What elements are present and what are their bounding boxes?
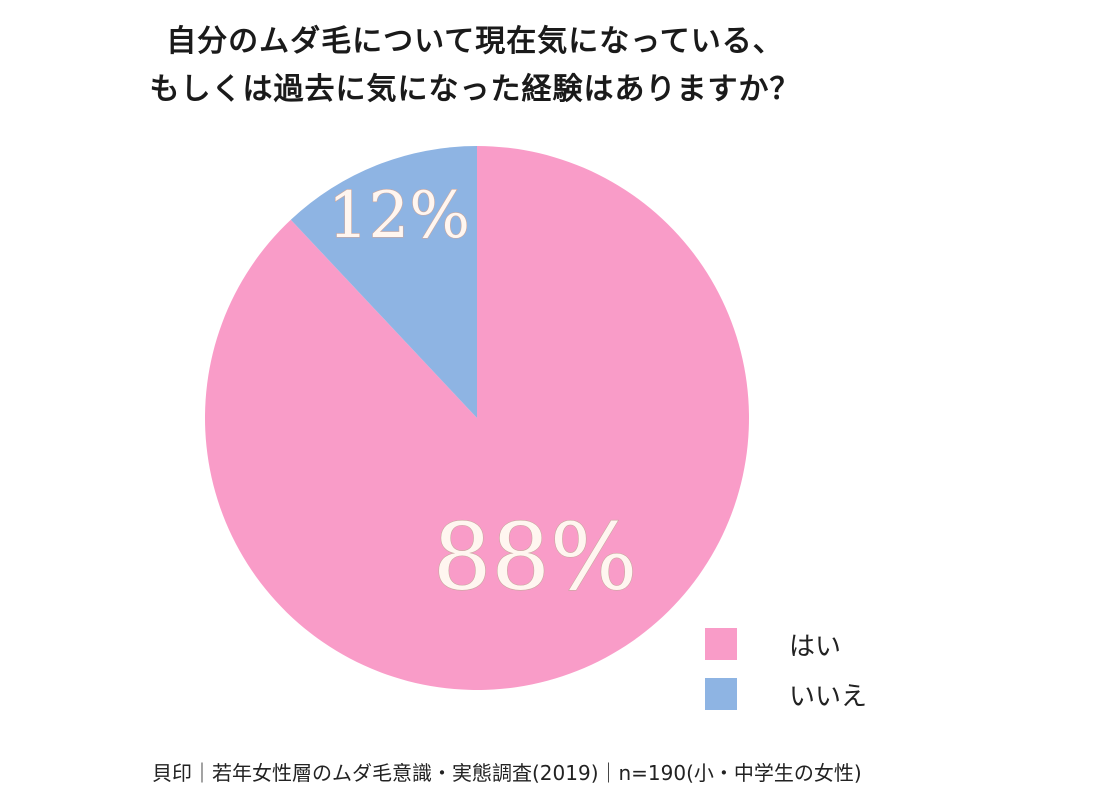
legend-item-no: いいえ bbox=[705, 674, 867, 714]
chart-title: 自分のムダ毛について現在気になっている、 もしくは過去に気になった経験はあります… bbox=[0, 18, 950, 114]
legend-item-yes: はい bbox=[705, 624, 867, 664]
source-note: 貝印｜若年女性層のムダ毛意識・実態調査(2019)｜n=190(小・中学生の女性… bbox=[152, 761, 862, 785]
legend-label-yes: はい bbox=[789, 631, 842, 662]
pie-data-labels: 88% 12% bbox=[327, 179, 638, 612]
legend-label-no: いいえ bbox=[789, 681, 868, 712]
chart-title-line-2: もしくは過去に気になった経験はありますか？ bbox=[149, 72, 801, 107]
data-label-yes: 88% bbox=[433, 504, 637, 611]
chart-title-line-1: 自分のムダ毛について現在気になっている、 bbox=[166, 24, 784, 59]
data-label-no: 12% bbox=[328, 179, 470, 253]
chart-legend: はい いいえ bbox=[705, 624, 867, 724]
legend-swatch-yes bbox=[705, 628, 737, 660]
legend-swatch-no bbox=[705, 678, 737, 710]
pie-slice-yes bbox=[204, 146, 749, 690]
pie-slice-no bbox=[290, 146, 477, 418]
pie-slices bbox=[204, 146, 749, 690]
